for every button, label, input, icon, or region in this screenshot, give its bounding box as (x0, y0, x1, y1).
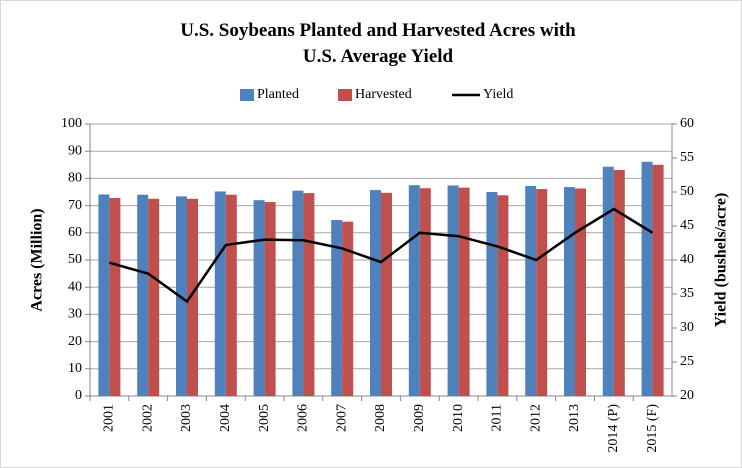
legend-label: Harvested (355, 87, 412, 102)
bar (109, 197, 121, 396)
y-tick-label: 80 (68, 171, 82, 186)
bar (564, 187, 575, 396)
y2-axis-title: Yield (bushels/acre) (713, 193, 730, 328)
bar (486, 192, 498, 396)
y2-tick-label: 30 (680, 320, 694, 335)
y-axis-title: Acres (Million) (29, 208, 46, 311)
y-tick-label: 40 (68, 279, 82, 294)
chart-title: U.S. Soybeans Planted and Harvested Acre… (180, 20, 576, 67)
bar (458, 187, 470, 396)
bar (292, 190, 304, 396)
bar (370, 190, 381, 396)
bar (253, 200, 265, 396)
bar (342, 221, 354, 396)
bar (381, 192, 392, 396)
x-tick-label: 2009 (412, 404, 427, 432)
y-tick-label: 50 (68, 252, 82, 267)
bar (419, 188, 431, 396)
y-tick-label: 70 (68, 198, 82, 213)
bar (652, 164, 664, 396)
bar (264, 202, 276, 396)
x-tick-label: 2010 (451, 404, 466, 432)
y2-tick-label: 35 (680, 286, 694, 301)
y2-tick-label: 55 (680, 150, 694, 165)
y-tick-label: 60 (68, 225, 82, 240)
bar (214, 191, 226, 396)
x-tick-label: 2001 (102, 404, 117, 432)
x-tick-label: 2006 (296, 404, 311, 432)
bar (575, 188, 586, 396)
legend-swatch (240, 89, 254, 101)
legend-label: Yield (483, 87, 513, 102)
x-tick-label: 2013 (567, 404, 582, 432)
bar (187, 198, 198, 396)
bar (331, 220, 343, 396)
bar (525, 186, 537, 396)
x-tick-label: 2005 (257, 404, 272, 432)
bar (303, 193, 315, 396)
x-tick-label: 2003 (179, 404, 194, 432)
y-tick-label: 100 (61, 116, 82, 131)
bar (98, 194, 110, 396)
x-tick-label: 2012 (528, 404, 543, 432)
y-tick-label: 0 (75, 388, 82, 403)
y2-tick-label: 60 (680, 116, 694, 131)
y-tick-label: 30 (68, 307, 82, 322)
bar (447, 185, 459, 396)
bar (137, 194, 149, 396)
y2-tick-label: 20 (680, 388, 694, 403)
legend-swatch (338, 89, 352, 101)
line (109, 207, 654, 304)
bar (613, 169, 625, 396)
y-tick-label: 10 (68, 361, 82, 376)
bar (536, 189, 548, 396)
y-tick-label: 90 (68, 143, 82, 158)
x-tick-label: 2014 (P) (606, 404, 621, 453)
bar (497, 195, 509, 396)
y2-tick-label: 45 (680, 218, 694, 233)
bar (602, 166, 614, 396)
x-tick-label: 2002 (140, 404, 155, 432)
y-tick-label: 20 (68, 334, 82, 349)
x-tick-label: 2007 (334, 404, 349, 432)
x-tick-label: 2008 (373, 404, 388, 432)
x-tick-label: 2011 (490, 404, 505, 431)
legend-label: Planted (257, 87, 299, 102)
bar (148, 198, 160, 396)
x-tick-label: 2004 (218, 404, 233, 432)
x-tick-label: 2015 (F) (645, 404, 660, 453)
y2-tick-label: 50 (680, 184, 694, 199)
bar (408, 185, 420, 396)
bar (225, 194, 237, 396)
y2-tick-label: 40 (680, 252, 694, 267)
y2-tick-label: 25 (680, 354, 694, 369)
bar (641, 161, 653, 396)
